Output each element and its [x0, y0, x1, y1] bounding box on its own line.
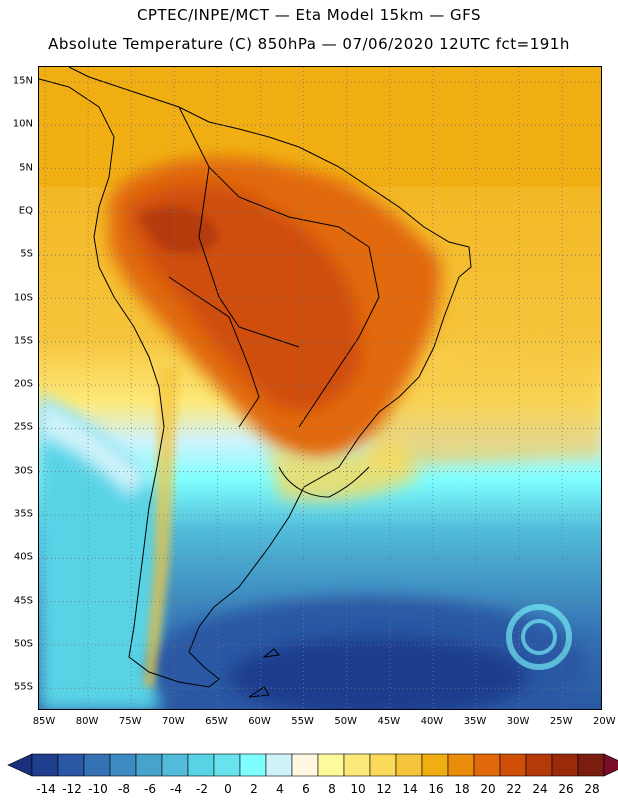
lon-label: 65W	[205, 716, 228, 727]
colorbar-tick-label: 14	[402, 782, 418, 796]
lat-label: 20S	[13, 378, 33, 390]
colorbar-tick-label: 8	[328, 782, 336, 796]
lat-label: 15N	[12, 75, 33, 87]
colorbar-tick-label: -6	[144, 782, 156, 796]
colorbar-segment	[525, 753, 553, 777]
colorbar-segment	[213, 753, 241, 777]
colorbar	[7, 753, 618, 777]
colorbar-segment	[369, 753, 397, 777]
lon-label: 75W	[118, 716, 142, 727]
colorbar-tick-label: -12	[62, 782, 82, 796]
colorbar-tick-label: 20	[480, 782, 496, 796]
colorbar-segment	[343, 753, 371, 777]
lon-label: 25W	[549, 716, 573, 727]
colorbar-tick-label: -2	[196, 782, 208, 796]
colorbar-tick-label: 22	[506, 782, 522, 796]
lat-label: 45S	[13, 595, 33, 607]
temperature-map	[38, 66, 602, 710]
lat-label: 10N	[12, 118, 33, 130]
colorbar-tick-label: 24	[532, 782, 548, 796]
lat-label: 5S	[20, 248, 33, 260]
colorbar-segment	[421, 753, 449, 777]
lat-label: 25S	[13, 421, 33, 433]
colorbar-tick-label: 16	[428, 782, 444, 796]
gridlines	[39, 67, 601, 709]
colorbar-tick-label: 26	[558, 782, 574, 796]
colorbar-segment	[473, 753, 501, 777]
colorbar-overflow-triangle	[603, 753, 618, 777]
lon-label: 70W	[161, 716, 185, 727]
lat-label: 40S	[13, 551, 33, 563]
colorbar-tick-label: 12	[376, 782, 392, 796]
lat-label: 15S	[13, 335, 33, 347]
colorbar-tick-label: -4	[170, 782, 182, 796]
colorbar-underflow-triangle	[7, 753, 33, 777]
colorbar-segment	[577, 753, 605, 777]
lat-label: 5N	[19, 162, 33, 174]
lat-label: 50S	[13, 638, 33, 650]
lon-label: 50W	[334, 716, 357, 727]
colorbar-segment	[317, 753, 345, 777]
map-subtitle: Absolute Temperature (C) 850hPa — 07/06/…	[48, 35, 570, 53]
colorbar-segment	[499, 753, 527, 777]
lon-label: 45W	[377, 716, 401, 727]
colorbar-segment	[57, 753, 85, 777]
lon-label: 55W	[291, 716, 314, 727]
lat-label: 10S	[13, 292, 33, 303]
lat-label: 55S	[13, 681, 33, 693]
colorbar-segment	[551, 753, 579, 777]
colorbar-segment	[187, 753, 215, 777]
colorbar-segment	[135, 753, 163, 777]
lon-label: 40W	[420, 716, 444, 727]
colorbar-segment	[161, 753, 189, 777]
colorbar-tick-label: -14	[36, 782, 56, 796]
colorbar-segment	[239, 753, 267, 777]
lat-label: 35S	[13, 508, 33, 520]
lon-label: 80W	[75, 716, 99, 727]
coastlines	[39, 67, 472, 698]
lon-label: 20W	[592, 716, 616, 727]
lon-label: 30W	[506, 716, 530, 727]
colorbar-segment	[31, 753, 59, 777]
colorbar-tick-label: 28	[584, 782, 600, 796]
colorbar-segment	[109, 753, 137, 777]
colorbar-segment	[265, 753, 293, 777]
colorbar-segment	[395, 753, 423, 777]
colorbar-segment	[291, 753, 319, 777]
lon-label: 85W	[32, 716, 56, 727]
map-title: CPTEC/INPE/MCT — Eta Model 15km — GFS	[136, 6, 482, 24]
colorbar-segment	[447, 753, 475, 777]
colorbar-segment	[83, 753, 111, 777]
lon-label: 60W	[248, 716, 271, 727]
lat-label: EQ	[18, 205, 33, 217]
colorbar-tick-label: 0	[224, 782, 232, 796]
colorbar-tick-label: 6	[302, 782, 310, 796]
colorbar-tick-label: 10	[350, 782, 366, 796]
colorbar-tick-label: -10	[88, 782, 108, 796]
lat-label: 30S	[13, 465, 33, 477]
colorbar-tick-label: -8	[118, 782, 130, 796]
colorbar-tick-label: 4	[276, 782, 284, 796]
temperature-field	[39, 67, 601, 709]
colorbar-tick-label: 2	[250, 782, 258, 796]
lon-label: 35W	[463, 716, 487, 727]
colorbar-tick-label: 18	[454, 782, 470, 796]
